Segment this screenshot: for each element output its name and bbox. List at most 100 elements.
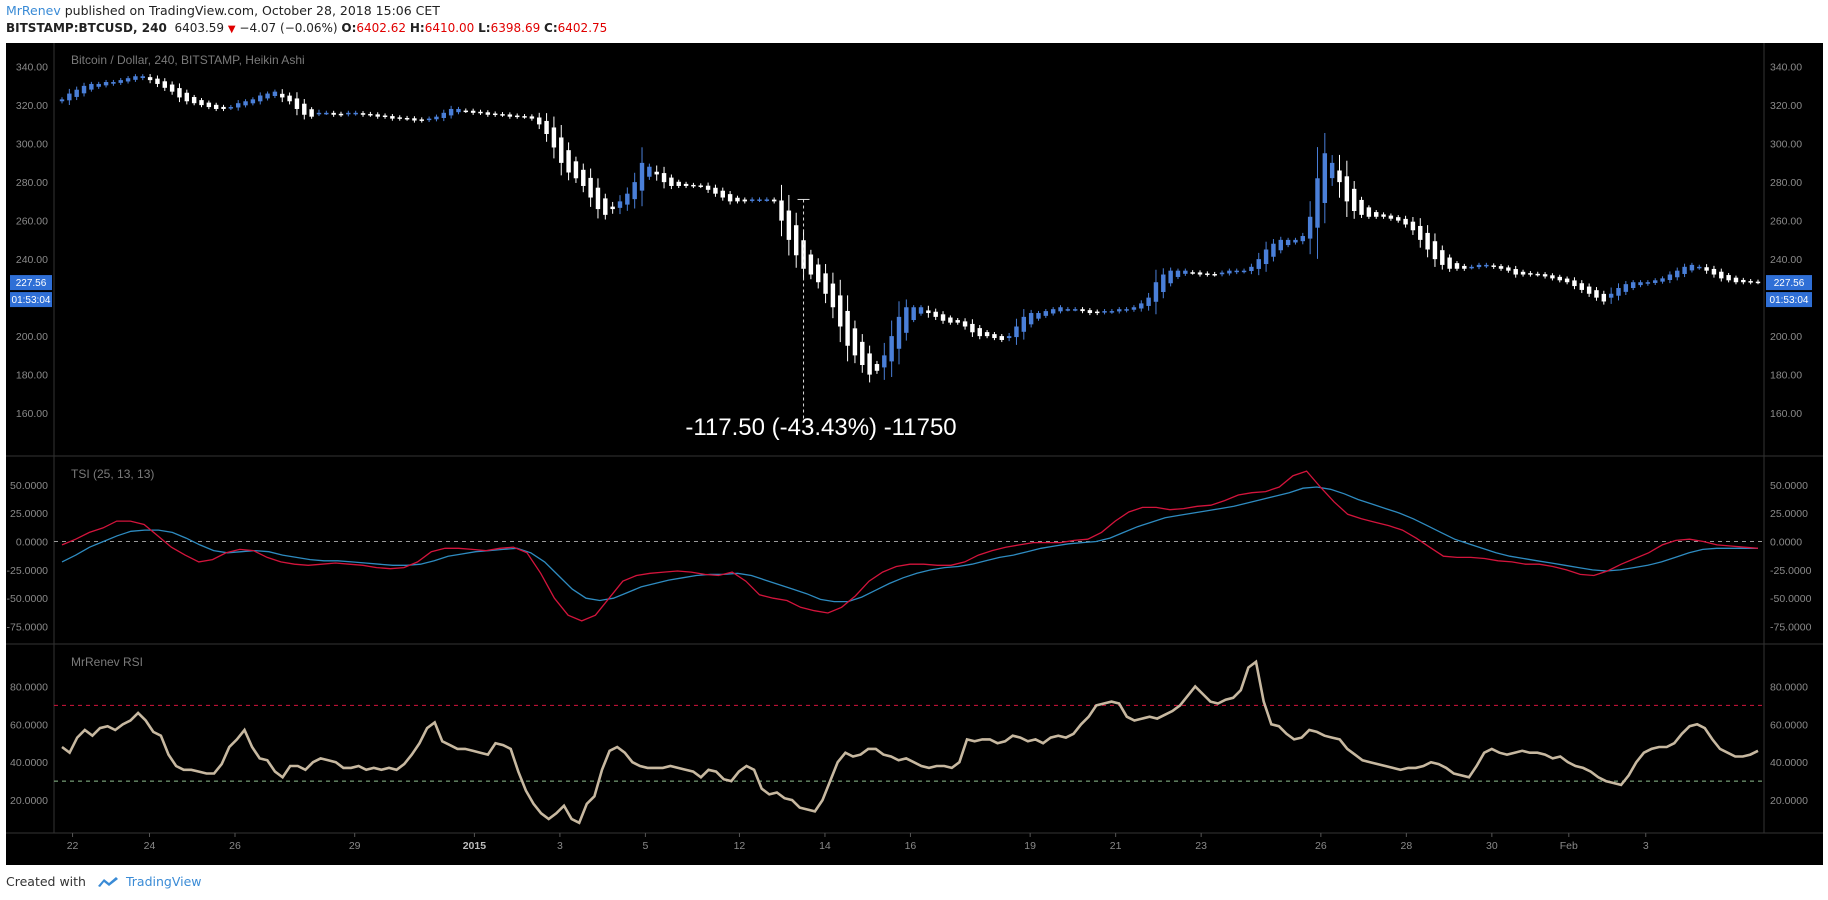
bear-candle <box>867 353 872 375</box>
bear-candle <box>206 102 212 108</box>
bull-candle <box>904 307 909 333</box>
bull-candle <box>1256 259 1261 269</box>
y-tick-label: 340.00 <box>16 62 48 74</box>
y-tick-label: 340.00 <box>1770 62 1802 74</box>
low-label: L: <box>478 21 491 35</box>
tradingview-link[interactable]: TradingView <box>125 874 202 889</box>
bull-candle <box>1484 264 1489 267</box>
bear-candle <box>287 95 292 102</box>
bear-candle <box>1351 188 1357 211</box>
bull-candle <box>757 199 762 201</box>
bear-candle <box>735 197 740 202</box>
bear-candle <box>1719 271 1724 279</box>
bear-candle <box>1711 268 1717 275</box>
y-tick-label: 0.0000 <box>1770 536 1802 548</box>
countdown-tag-label: 01:53:04 <box>1770 295 1809 306</box>
bear-candle <box>463 110 469 113</box>
bull-candle <box>911 307 916 321</box>
bull-candle <box>103 82 109 86</box>
bear-candle <box>1374 212 1379 217</box>
tsi-line <box>61 470 1759 622</box>
bull-candle <box>1043 311 1049 316</box>
bear-candle <box>507 114 513 117</box>
tradingview-logo-icon <box>97 876 118 887</box>
chart-background <box>6 43 1823 865</box>
bull-candle <box>1623 284 1629 292</box>
bull-candle <box>228 107 234 109</box>
x-tick-label: 16 <box>905 840 917 852</box>
y-tick-label: 25.0000 <box>1770 508 1808 520</box>
bull-candle <box>1241 270 1247 273</box>
low-value: 6398.69 <box>490 21 541 35</box>
bear-candle <box>221 106 226 109</box>
bear-candle <box>566 150 571 173</box>
bear-candle <box>581 169 586 186</box>
bear-candle <box>940 314 946 321</box>
bear-candle <box>713 187 718 194</box>
bear-candle <box>1344 176 1350 202</box>
y-tick-label: 320.00 <box>16 100 48 112</box>
bear-candle <box>977 328 982 337</box>
y-tick-label: 80.0000 <box>10 681 48 693</box>
bull-candle <box>749 199 755 201</box>
x-tick-label: 29 <box>349 840 361 852</box>
published-text: published on TradingView.com, October 28… <box>64 3 440 18</box>
bull-candle <box>1117 309 1122 312</box>
bear-candle <box>1528 273 1533 275</box>
bear-candle <box>1579 283 1585 290</box>
bear-candle <box>926 310 931 314</box>
bull-candle <box>1146 297 1151 306</box>
bull-candle <box>1249 266 1254 272</box>
bear-candle <box>1550 275 1555 279</box>
bear-candle <box>573 161 579 179</box>
bull-candle <box>353 112 358 115</box>
bear-candle <box>595 187 601 210</box>
bear-candle <box>492 113 498 116</box>
bull-candle <box>235 103 241 108</box>
y-tick-label: 40.0000 <box>1770 757 1808 769</box>
bear-candle <box>1359 199 1364 215</box>
bear-candle <box>191 97 197 104</box>
bull-candle <box>1183 270 1188 274</box>
bull-candle <box>1124 309 1129 311</box>
bear-candle <box>478 111 483 114</box>
x-tick-label: 30 <box>1486 840 1498 852</box>
bear-candle <box>793 225 799 256</box>
bear-candle <box>1748 281 1753 283</box>
bear-candle <box>419 119 424 121</box>
bear-candle <box>412 118 417 121</box>
bear-candle <box>1337 170 1342 183</box>
bull-candle <box>59 99 65 102</box>
y-tick-label: 20.0000 <box>1770 795 1808 807</box>
created-with-label: Created with <box>6 874 86 889</box>
bear-candle <box>808 254 814 275</box>
open-label: O: <box>341 21 357 35</box>
y-tick-label: 60.0000 <box>1770 719 1808 731</box>
bear-candle <box>823 273 828 294</box>
bull-candle <box>1168 270 1173 284</box>
author-link[interactable]: MrRenev <box>6 3 61 18</box>
y-tick-label: -50.0000 <box>1770 593 1812 605</box>
bear-candle <box>742 199 748 202</box>
bear-candle <box>169 84 175 92</box>
bear-candle <box>1381 214 1386 217</box>
y-tick-label: -50.0000 <box>7 593 49 605</box>
y-tick-label: 180.00 <box>1770 370 1802 382</box>
bear-candle <box>294 98 300 109</box>
bull-candle <box>96 83 101 87</box>
bear-candle <box>1520 271 1526 275</box>
bear-candle <box>771 199 777 202</box>
bull-candle <box>448 108 454 116</box>
bull-candle <box>258 95 263 102</box>
bull-candle <box>81 85 87 94</box>
bull-candle <box>118 80 123 83</box>
y-tick-label: 200.00 <box>16 331 48 343</box>
y-tick-label: 20.0000 <box>10 795 48 807</box>
bear-candle <box>830 283 836 308</box>
bull-candle <box>617 201 623 208</box>
x-tick-label: 2015 <box>463 840 487 852</box>
tsi-signal-line <box>61 486 1758 603</box>
bear-candle <box>1366 207 1372 217</box>
high-label: H: <box>409 21 425 35</box>
